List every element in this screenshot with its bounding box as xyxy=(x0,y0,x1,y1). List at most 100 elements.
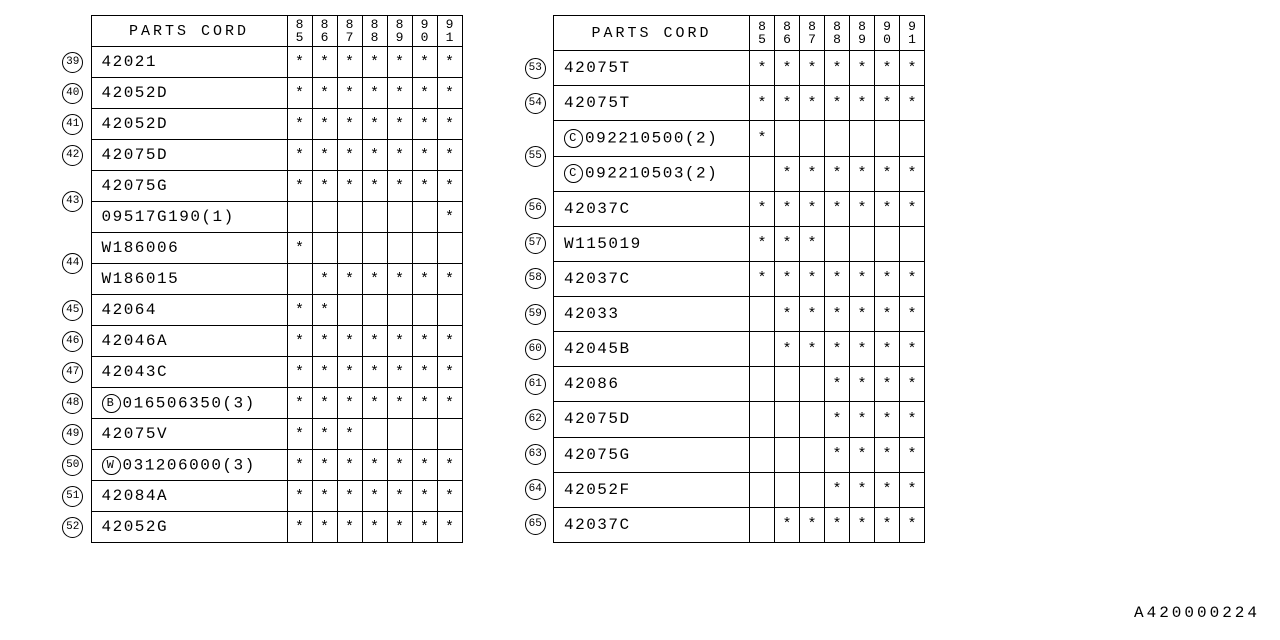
year-mark-cell: * xyxy=(437,326,462,357)
year-mark-cell: * xyxy=(312,326,337,357)
index-cell: 39 xyxy=(55,47,91,78)
index-badge: 47 xyxy=(62,362,83,383)
index-badge: 49 xyxy=(62,424,83,445)
year-mark-cell: * xyxy=(850,437,875,472)
year-mark-cell: * xyxy=(362,47,387,78)
header-spacer xyxy=(518,16,554,51)
part-code-cell: 42037C xyxy=(554,507,750,542)
year-mark-cell xyxy=(387,233,412,264)
year-mark-cell: * xyxy=(750,261,775,296)
year-mark-cell: * xyxy=(800,261,825,296)
year-mark-cell: * xyxy=(437,109,462,140)
part-code-cell: 42052D xyxy=(91,78,287,109)
year-mark-cell: * xyxy=(775,226,800,261)
year-mark-cell xyxy=(775,367,800,402)
index-badge: 52 xyxy=(62,517,83,538)
year-mark-cell xyxy=(800,402,825,437)
index-badge: 64 xyxy=(525,479,546,500)
part-code-cell: 42075D xyxy=(554,402,750,437)
year-mark-cell xyxy=(775,402,800,437)
year-mark-cell: * xyxy=(825,86,850,121)
year-mark-cell: * xyxy=(312,419,337,450)
year-header: 89 xyxy=(850,16,875,51)
year-mark-cell: * xyxy=(287,388,312,419)
year-mark-cell: * xyxy=(825,507,850,542)
index-badge: 42 xyxy=(62,145,83,166)
index-badge: 41 xyxy=(62,114,83,135)
year-mark-cell: * xyxy=(775,507,800,542)
part-code-cell: 42075G xyxy=(554,437,750,472)
prefix-badge: W xyxy=(102,456,121,475)
year-mark-cell xyxy=(825,121,850,156)
year-mark-cell: * xyxy=(387,264,412,295)
index-cell: 54 xyxy=(518,86,554,121)
year-mark-cell: * xyxy=(412,481,437,512)
index-badge: 65 xyxy=(525,514,546,535)
index-cell: 51 xyxy=(55,481,91,512)
footer-code: A420000224 xyxy=(1134,604,1260,622)
table-row: 62 42075D**** xyxy=(518,402,925,437)
table-row: 46 42046A******* xyxy=(55,326,462,357)
part-code-cell: 42037C xyxy=(554,261,750,296)
part-code-cell: W186006 xyxy=(91,233,287,264)
year-mark-cell: * xyxy=(437,388,462,419)
year-mark-cell: * xyxy=(287,171,312,202)
year-mark-cell: * xyxy=(750,121,775,156)
year-mark-cell xyxy=(337,295,362,326)
year-mark-cell xyxy=(362,419,387,450)
year-mark-cell: * xyxy=(800,332,825,367)
header-spacer xyxy=(55,16,91,47)
index-cell: 55 xyxy=(518,121,554,191)
year-mark-cell: * xyxy=(362,357,387,388)
year-mark-cell: * xyxy=(875,297,900,332)
year-mark-cell: * xyxy=(362,264,387,295)
year-mark-cell xyxy=(362,202,387,233)
part-code-cell: 42021 xyxy=(91,47,287,78)
year-mark-cell: * xyxy=(900,297,925,332)
year-mark-cell: * xyxy=(337,326,362,357)
year-mark-cell: * xyxy=(825,297,850,332)
year-header: 88 xyxy=(362,16,387,47)
year-mark-cell: * xyxy=(900,332,925,367)
table-row: 50 W031206000(3)******* xyxy=(55,450,462,481)
year-mark-cell xyxy=(750,297,775,332)
year-mark-cell: * xyxy=(437,47,462,78)
year-mark-cell: * xyxy=(287,295,312,326)
year-mark-cell: * xyxy=(412,512,437,543)
year-mark-cell: * xyxy=(387,512,412,543)
year-mark-cell: * xyxy=(412,78,437,109)
year-mark-cell: * xyxy=(387,388,412,419)
part-code-cell: 42075G xyxy=(91,171,287,202)
year-header: 87 xyxy=(337,16,362,47)
part-code-cell: 42064 xyxy=(91,295,287,326)
table-row: 60 42045B****** xyxy=(518,332,925,367)
table-row: 65 42037C****** xyxy=(518,507,925,542)
index-cell: 61 xyxy=(518,367,554,402)
year-mark-cell: * xyxy=(875,51,900,86)
table-row: 49 42075V*** xyxy=(55,419,462,450)
part-code-cell: 42075V xyxy=(91,419,287,450)
table-row: 52 42052G******* xyxy=(55,512,462,543)
year-mark-cell: * xyxy=(800,191,825,226)
index-cell: 60 xyxy=(518,332,554,367)
year-mark-cell: * xyxy=(337,78,362,109)
year-mark-cell: * xyxy=(775,86,800,121)
year-mark-cell xyxy=(412,202,437,233)
year-mark-cell xyxy=(875,226,900,261)
year-mark-cell: * xyxy=(362,450,387,481)
year-mark-cell: * xyxy=(850,507,875,542)
year-mark-cell: * xyxy=(337,47,362,78)
year-mark-cell xyxy=(750,156,775,191)
year-mark-cell: * xyxy=(800,226,825,261)
index-badge: 45 xyxy=(62,300,83,321)
year-mark-cell: * xyxy=(437,481,462,512)
year-mark-cell: * xyxy=(362,512,387,543)
year-mark-cell: * xyxy=(850,156,875,191)
year-mark-cell: * xyxy=(850,86,875,121)
year-mark-cell: * xyxy=(412,140,437,171)
year-mark-cell: * xyxy=(437,357,462,388)
year-mark-cell: * xyxy=(825,367,850,402)
parts-header: PARTS CORD xyxy=(91,16,287,47)
year-mark-cell: * xyxy=(900,51,925,86)
part-code-cell: 42052F xyxy=(554,472,750,507)
